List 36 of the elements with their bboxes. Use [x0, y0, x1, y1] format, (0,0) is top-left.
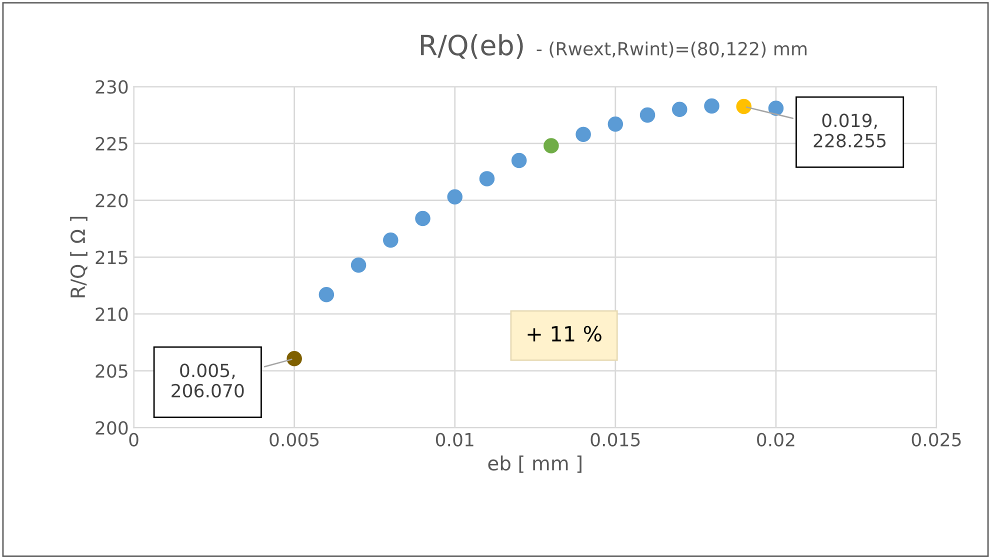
point: [544, 138, 559, 154]
point: [479, 171, 495, 186]
y-tick-label: 200: [96, 421, 128, 435]
y-tick-label: 210: [96, 307, 128, 322]
y-axis-title: R/Q [ Ω ]: [70, 216, 88, 298]
y-tick-label: 215: [96, 250, 128, 264]
y-tick-label: 205: [96, 364, 128, 378]
y-tick-label: 225: [96, 136, 128, 151]
y-tick-label: 220: [96, 194, 128, 208]
x-axis-title: eb [ mm ]: [488, 456, 582, 473]
point: [640, 107, 656, 123]
x-tick-label: 0.02: [757, 432, 794, 446]
annotation: 0.005, 206.070: [172, 364, 244, 398]
x-tick-label: 0.005: [270, 432, 319, 446]
point: [608, 116, 624, 132]
point: [704, 98, 720, 114]
point: [576, 126, 591, 142]
point: [511, 152, 527, 168]
point: [415, 210, 430, 226]
point: [672, 102, 688, 118]
point: [286, 351, 302, 366]
x-tick-label: 0: [129, 432, 138, 446]
point: [318, 287, 334, 302]
annotation: + 11 %: [528, 326, 602, 342]
chart-subtitle: - (Rwext,Rwint)=(80,122) mm: [536, 42, 807, 58]
point: [447, 189, 463, 205]
chart-title: R/Q(eb): [421, 34, 523, 59]
point: [736, 98, 752, 114]
point: [350, 257, 366, 273]
x-tick-label: 0.025: [912, 432, 961, 446]
y-tick-label: 230: [96, 80, 128, 94]
x-tick-label: 0.01: [436, 432, 474, 446]
annotation: 0.019, 228.255: [814, 114, 886, 148]
point: [768, 100, 784, 116]
x-tick-label: 0.015: [590, 432, 640, 446]
point: [383, 232, 398, 248]
